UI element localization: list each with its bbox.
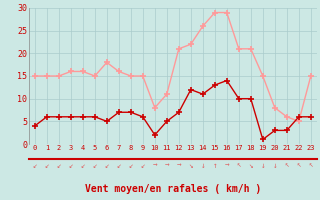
Text: ↙: ↙ <box>81 160 85 170</box>
Text: Vent moyen/en rafales ( km/h ): Vent moyen/en rafales ( km/h ) <box>85 184 261 194</box>
Text: ↘: ↘ <box>188 160 193 170</box>
Text: →: → <box>225 160 229 170</box>
Text: →: → <box>177 160 181 170</box>
Text: ↖: ↖ <box>308 160 313 170</box>
Text: ↙: ↙ <box>140 160 145 170</box>
Text: ↙: ↙ <box>105 160 109 170</box>
Text: ↙: ↙ <box>44 160 49 170</box>
Text: ↙: ↙ <box>116 160 121 170</box>
Text: ↓: ↓ <box>201 160 205 170</box>
Text: ↑: ↑ <box>212 160 217 170</box>
Text: →: → <box>153 160 157 170</box>
Text: ↘: ↘ <box>249 160 253 170</box>
Text: ↖: ↖ <box>284 160 289 170</box>
Text: ↓: ↓ <box>260 160 265 170</box>
Text: ↓: ↓ <box>273 160 277 170</box>
Text: ↙: ↙ <box>129 160 133 170</box>
Text: ↙: ↙ <box>92 160 97 170</box>
Text: ↙: ↙ <box>68 160 73 170</box>
Text: ↙: ↙ <box>57 160 61 170</box>
Text: ↖: ↖ <box>297 160 301 170</box>
Text: ↙: ↙ <box>33 160 37 170</box>
Text: ↖: ↖ <box>236 160 241 170</box>
Text: →: → <box>164 160 169 170</box>
